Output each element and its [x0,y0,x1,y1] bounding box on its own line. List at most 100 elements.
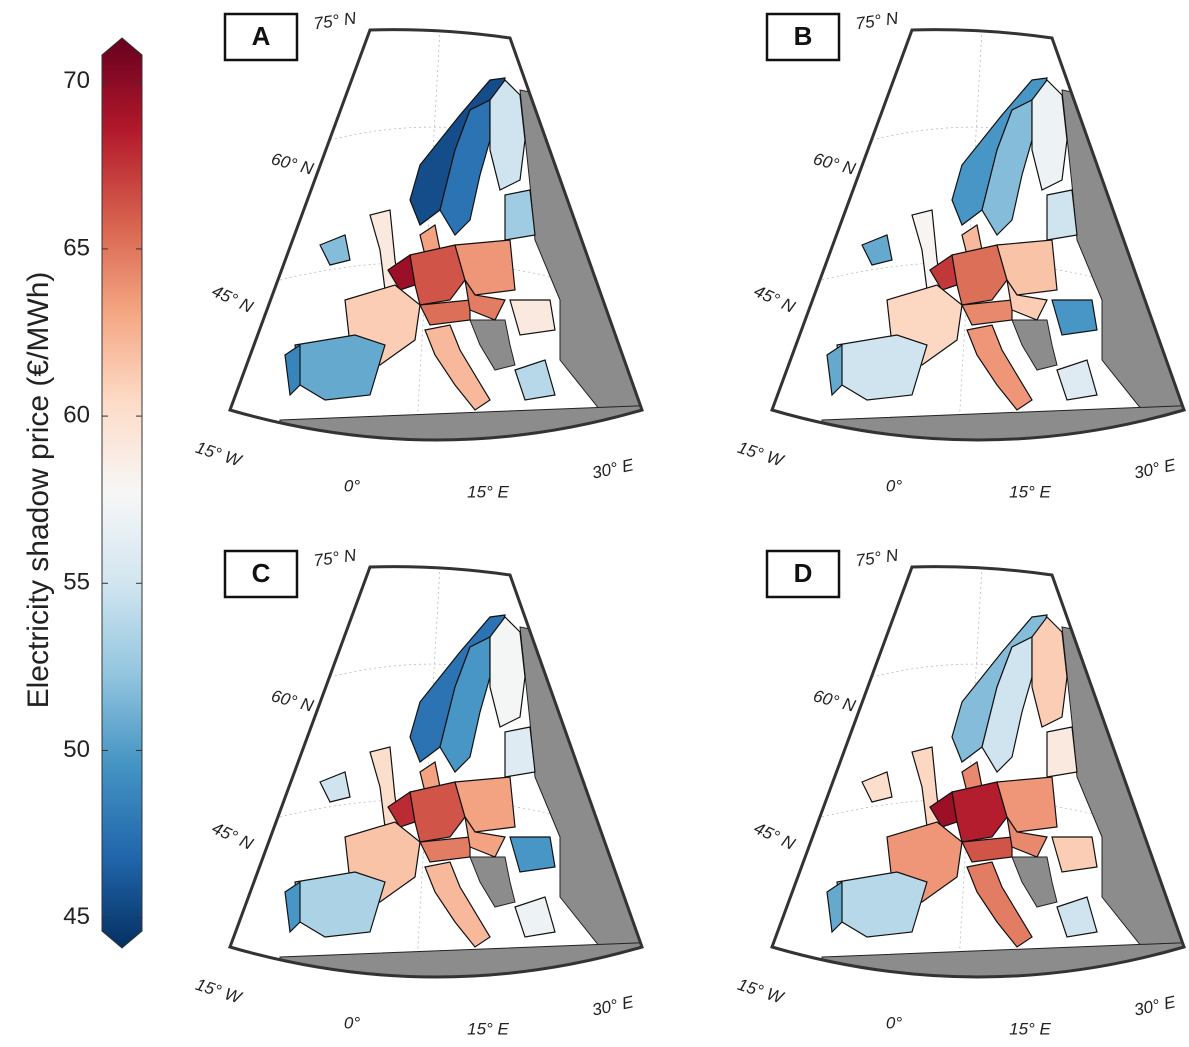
graticule-label: 45° N [209,281,256,317]
graticule-label: 45° N [751,281,798,317]
country-region [1031,79,1068,191]
panel-label: C [252,558,271,588]
graticule-label: 75° N [312,9,358,34]
country-region [454,776,516,833]
country-region [961,836,1013,863]
panel-label-box [765,12,841,62]
graticule-label: 75° N [854,9,900,34]
colorbar-tick-label: 65 [63,234,90,261]
country-region [836,334,928,401]
graticule-label: 0° [344,476,360,495]
graticule-label: 30° E [1132,992,1177,1019]
graticule [871,126,1103,151]
colorbar-tick-label: 45 [63,903,90,930]
country-region [1056,359,1098,401]
country-region [836,871,928,938]
country-region [1056,896,1098,938]
map-panel: A 75° N 60° N 45° N 15° W 0° 15° E 30° E [193,9,644,501]
graticule-label: 60° N [269,686,316,716]
graticule [871,663,1103,688]
panel-label: D [794,558,813,588]
country-region [1006,816,1048,858]
graticule-label: 15° E [467,482,509,501]
country-region [1006,279,1048,321]
colorbar-tick-label: 70 [63,67,90,94]
country-region [514,359,556,401]
country-region [826,880,843,934]
graticule-label: 0° [344,1013,360,1032]
country-region [509,299,556,336]
country-region [996,239,1058,296]
country-region [424,324,491,411]
panel-label: A [252,21,271,51]
country-region [996,776,1058,833]
country-region [861,771,893,803]
country-region [1046,189,1078,241]
country-region [1051,836,1098,873]
graticule-label: 30° E [590,992,635,1019]
non-modelled-area [469,856,516,908]
graticule-label: 45° N [751,818,798,854]
non-modelled-area [1011,319,1058,371]
map-panel: C 75° N 60° N 45° N 15° W 0° 15° E 30° E [193,546,644,1038]
country-region [504,189,536,241]
country-region [489,79,526,191]
graticule-label: 0° [886,476,902,495]
non-modelled-area [821,404,1184,441]
country-region [1031,616,1068,728]
graticule-label: 60° N [269,149,316,179]
country-region [294,871,386,938]
country-region [319,771,351,803]
non-modelled-area [821,941,1184,978]
graticule-label: 60° N [811,149,858,179]
country-region [514,896,556,938]
graticule-label: 30° E [590,455,635,482]
country-region [464,816,506,858]
country-region [504,726,536,778]
graticule-label: 0° [886,1013,902,1032]
country-region [419,299,471,326]
colorbar-label: Electricity shadow price (€/MWh) [22,272,55,709]
graticule-label: 60° N [811,686,858,716]
graticule-label: 15° W [735,438,787,471]
country-region [464,279,506,321]
graticule-label: 15° E [1009,482,1051,501]
colorbar-tick-label: 50 [63,736,90,763]
country-region [419,836,471,863]
country-region [284,880,301,934]
country-region [294,334,386,401]
graticule [329,126,561,151]
graticule-label: 75° N [312,546,358,571]
map-frame [228,565,644,979]
map-frame [770,565,1186,979]
country-region [509,836,556,873]
country-region [1046,726,1078,778]
graticule-label: 15° W [193,438,245,471]
graticule-label: 45° N [209,818,256,854]
map-panel: D 75° N 60° N 45° N 15° W 0° 15° E 30° E [735,546,1186,1038]
non-modelled-area [279,404,642,441]
country-region [489,616,526,728]
panel-label: B [794,21,813,51]
map-panel: B 75° N 60° N 45° N 15° W 0° 15° E 30° E [735,9,1186,501]
country-region [826,343,843,397]
panel-label-box [223,12,299,62]
country-region [966,861,1033,948]
graticule-label: 75° N [854,546,900,571]
non-modelled-area [1011,856,1058,908]
colorbar-tick-label: 55 [63,569,90,596]
panel-label-box [223,549,299,599]
map-frame [228,28,644,442]
graticule-label: 30° E [1132,455,1177,482]
graticule [329,663,561,688]
graticule-label: 15° W [735,975,787,1008]
colorbar-tick-label: 60 [63,401,90,428]
country-region [861,234,893,266]
country-region [961,299,1013,326]
map-frame [770,28,1186,442]
graticule-label: 15° E [1009,1019,1051,1038]
country-region [1051,299,1098,336]
country-region [284,343,301,397]
graticule-label: 15° W [193,975,245,1008]
